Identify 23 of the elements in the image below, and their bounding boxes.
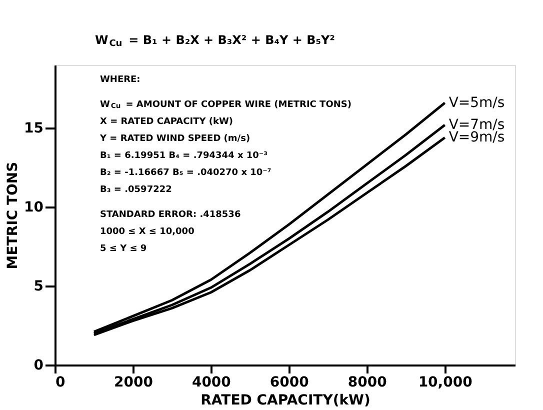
y-tick-label: 5 <box>34 278 44 295</box>
series-label: V=9m/s <box>448 130 505 146</box>
series-label: V=5m/s <box>448 94 505 111</box>
annotation: B₁ = 6.19951 B₄ = .794344 x 10⁻³ <box>100 151 268 161</box>
y-tick-label: 10 <box>24 200 44 216</box>
annotation: 1000 ≤ X ≤ 10,000 <box>100 227 194 237</box>
x-tick-label: 8000 <box>348 374 388 390</box>
annotation: WHERE: <box>100 75 140 85</box>
annotation: STANDARD ERROR: .418536 <box>100 210 241 220</box>
annotation: B₃ = .0597222 <box>100 185 172 195</box>
x-tick-label: 10,000 <box>418 374 473 390</box>
y-tick-label: 0 <box>34 358 44 374</box>
y-axis-title: METRIC TONS <box>5 162 22 270</box>
y-tick-label: 15 <box>24 120 44 137</box>
annotation: B₂ = -1.16667 B₅ = .040270 x 10⁻⁷ <box>100 168 272 178</box>
x-tick-label: 2000 <box>114 374 154 390</box>
x-axis-title: RATED CAPACITY(kW) <box>200 392 370 408</box>
x-tick-label: 6000 <box>270 374 310 390</box>
x-tick-label: 4000 <box>192 374 232 390</box>
x-tick-label: 0 <box>56 374 66 390</box>
annotation: X = RATED CAPACITY (kW) <box>100 117 234 127</box>
annotation: 5 ≤ Y ≤ 9 <box>100 244 147 254</box>
annotation: Y = RATED WIND SPEED (m/s) <box>99 134 250 144</box>
